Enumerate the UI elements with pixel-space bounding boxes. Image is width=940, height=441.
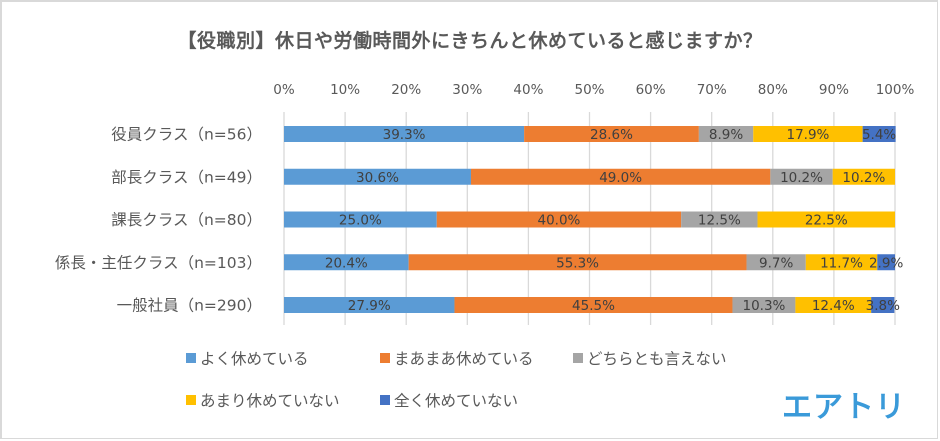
x-tick-label: 0% xyxy=(273,82,295,98)
data-label: 45.5% xyxy=(572,298,615,314)
data-label: 10.2% xyxy=(842,170,885,186)
bar-segment xyxy=(805,254,878,271)
x-tick-label: 80% xyxy=(758,82,788,98)
bar-segment xyxy=(284,297,455,313)
data-label: 8.9% xyxy=(709,127,743,143)
x-tick-label: 40% xyxy=(513,82,543,98)
category-label: 一般社員（n=290） xyxy=(117,297,262,315)
data-label: 55.3% xyxy=(556,255,599,271)
bar-segment xyxy=(770,168,833,185)
data-label: 25.0% xyxy=(339,213,382,229)
bar-segment xyxy=(470,168,771,185)
data-label: 49.0% xyxy=(599,170,642,186)
category-labels: 役員クラス（n=56） 部長クラス（n=49） 課長クラス（n=80） 係長・主任クラ… xyxy=(55,126,262,315)
legend-item: あまり休めていない xyxy=(186,389,340,411)
chart-title: 【役職別】休日や労働時間外にきちんと休めていると感じますか？ xyxy=(177,30,763,52)
bar-segment xyxy=(524,126,699,142)
category-label: 課長クラス（n=80） xyxy=(111,211,262,229)
category-label: 部長クラス（n=49） xyxy=(111,168,262,186)
bar-segment xyxy=(698,126,754,142)
x-tick-label: 50% xyxy=(574,82,604,98)
bar-segment xyxy=(681,211,758,228)
data-label: 12.5% xyxy=(698,213,741,229)
bar-segment xyxy=(753,126,863,142)
data-label: 5.4% xyxy=(862,127,896,143)
bar-segment xyxy=(862,126,896,142)
x-tick-label: 30% xyxy=(452,82,482,98)
x-tick-label: 60% xyxy=(636,82,666,98)
data-label: 22.5% xyxy=(805,213,848,229)
bar-segment xyxy=(746,254,806,271)
data-label: 9.7% xyxy=(759,255,793,271)
bar-segment xyxy=(757,211,895,228)
legend-label: よく休めている xyxy=(200,350,309,368)
legend-swatch xyxy=(186,353,196,363)
legend-label: 全く休めていない xyxy=(394,392,519,410)
data-label: 10.3% xyxy=(742,298,785,314)
legend-item: どちらとも言えない xyxy=(573,347,727,369)
category-label: 係長・主任クラス（n=103） xyxy=(55,254,262,272)
brand-logo: エアトリ xyxy=(782,390,906,425)
legend-item: よく休めている xyxy=(186,347,309,369)
legend-label: あまり休めていない xyxy=(200,392,340,410)
data-labels: 39.3% 28.6% 8.9% 17.9% 5.4% 30.6% 49.0% 10.2% 10… xyxy=(325,127,904,314)
data-label: 40.0% xyxy=(538,213,581,229)
x-tick-label: 90% xyxy=(819,82,849,98)
data-label: 30.6% xyxy=(356,170,399,186)
legend-swatch xyxy=(186,395,196,405)
data-label: 28.6% xyxy=(590,127,633,143)
bar-segment xyxy=(436,211,682,228)
data-label: 12.4% xyxy=(812,298,855,314)
data-label: 2.9% xyxy=(869,255,903,271)
legend-item: まあまあ休めている xyxy=(380,347,534,369)
legend-swatch xyxy=(380,395,390,405)
data-label: 39.3% xyxy=(383,127,426,143)
legend-item: 全く休めていない xyxy=(380,389,518,411)
bar-segment xyxy=(284,254,409,271)
x-axis-ticks: 0% 10% 20% 30% 40% 50% 60% 70% 80% 90% 100% xyxy=(273,82,914,98)
x-tick-label: 100% xyxy=(876,82,915,98)
bar-segment xyxy=(408,254,747,271)
data-label: 11.7% xyxy=(820,255,863,271)
bar-segment xyxy=(795,297,872,313)
bar-segment xyxy=(871,297,895,313)
data-label: 17.9% xyxy=(786,127,829,143)
bar-segment xyxy=(454,297,733,313)
legend-swatch xyxy=(380,353,390,363)
data-label: 27.9% xyxy=(348,298,391,314)
x-tick-label: 70% xyxy=(697,82,727,98)
data-label: 20.4% xyxy=(325,255,368,271)
legend-label: まあまあ休めている xyxy=(394,350,534,368)
bars xyxy=(284,126,896,313)
bar-segment xyxy=(284,168,471,185)
bar-segment xyxy=(832,168,895,185)
bar-segment xyxy=(284,126,525,142)
legend-swatch xyxy=(573,353,583,363)
category-label: 役員クラス（n=56） xyxy=(111,126,262,144)
data-label: 10.2% xyxy=(780,170,823,186)
bar-segment xyxy=(877,254,895,271)
legend-label: どちらとも言えない xyxy=(587,350,727,368)
x-tick-label: 10% xyxy=(330,82,360,98)
x-tick-label: 20% xyxy=(391,82,421,98)
bar-segment xyxy=(732,297,796,313)
data-label: 3.8% xyxy=(866,298,900,314)
bar-segment xyxy=(284,211,437,228)
